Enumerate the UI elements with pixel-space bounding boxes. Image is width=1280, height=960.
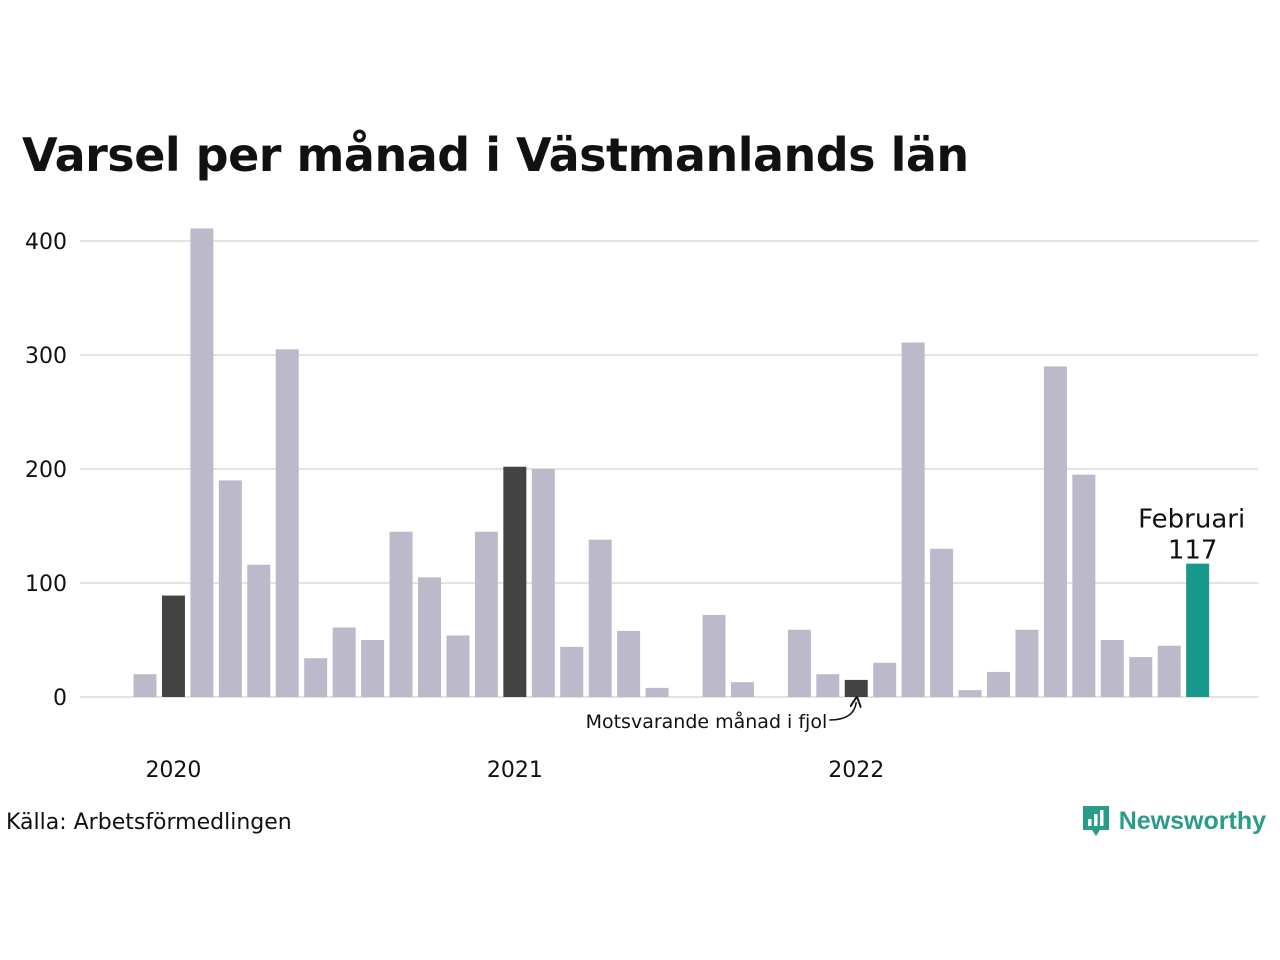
bar-2022-05 (930, 548, 954, 697)
bar-2022-01 (816, 674, 840, 697)
y-axis: 0 100 200 300 400 (25, 230, 67, 711)
bar-2020-04 (218, 480, 242, 697)
y-tick-label: 300 (25, 344, 67, 369)
bar-2020-10 (389, 531, 413, 697)
bar-2020-06 (275, 349, 299, 697)
bar-2022-02 (844, 679, 868, 697)
bar-2020-09 (361, 640, 385, 697)
bar-2021-12 (787, 629, 811, 697)
bar-2022-06 (958, 690, 982, 697)
bar-2022-07 (987, 671, 1010, 697)
source-note: Källa: Arbetsförmedlingen (6, 810, 292, 835)
highlight-month-label: Februari (1138, 505, 1245, 535)
bar-2021-04 (560, 646, 584, 697)
bar-2022-10 (1072, 474, 1096, 697)
x-year-label: 2022 (828, 758, 884, 783)
bar-2021-07 (645, 687, 669, 697)
newsworthy-logo-icon (1082, 806, 1109, 836)
bar-2023-02 (1186, 563, 1210, 697)
bar-2022-04 (901, 342, 925, 697)
y-tick-label: 0 (53, 686, 67, 711)
bars (133, 228, 1210, 697)
bar-2022-09 (1043, 366, 1067, 697)
y-tick-label: 400 (25, 230, 67, 255)
bar-2021-06 (617, 630, 641, 697)
bar-2020-03 (190, 228, 214, 697)
bar-2020-01 (133, 674, 157, 697)
x-axis: 2020 2021 2022 (145, 758, 884, 783)
bar-2020-07 (304, 658, 328, 697)
annotation-arrow (829, 702, 856, 721)
y-tick-label: 100 (25, 572, 67, 597)
bar-2022-11 (1100, 640, 1124, 697)
bar-2021-02 (503, 466, 527, 697)
bar-2020-08 (332, 627, 356, 697)
annotation-label: Motsvarande månad i fjol (586, 710, 828, 733)
brand-name: Newsworthy (1118, 806, 1266, 835)
brand-logo: Newsworthy (1081, 804, 1266, 838)
y-tick-label: 200 (25, 458, 67, 483)
bar-2023-01 (1157, 645, 1181, 697)
bar-2021-10 (730, 682, 754, 697)
bar-2020-05 (247, 564, 271, 697)
bar-2020-02 (161, 595, 185, 697)
bar-2022-03 (873, 662, 897, 697)
x-year-label: 2021 (487, 758, 543, 783)
chart-title: Varsel per månad i Västmanlands län (22, 128, 969, 182)
bar-2022-12 (1129, 657, 1153, 697)
bar-2022-08 (1015, 629, 1039, 697)
bar-2021-03 (531, 469, 555, 697)
bar-2020-11 (418, 577, 441, 697)
highlight-value-label: 117 (1168, 536, 1218, 566)
x-year-label: 2020 (145, 758, 201, 783)
bar-2020-12 (446, 635, 470, 697)
bar-2021-01 (474, 531, 498, 697)
bar-2021-05 (588, 539, 612, 697)
bar-2021-09 (702, 614, 726, 697)
